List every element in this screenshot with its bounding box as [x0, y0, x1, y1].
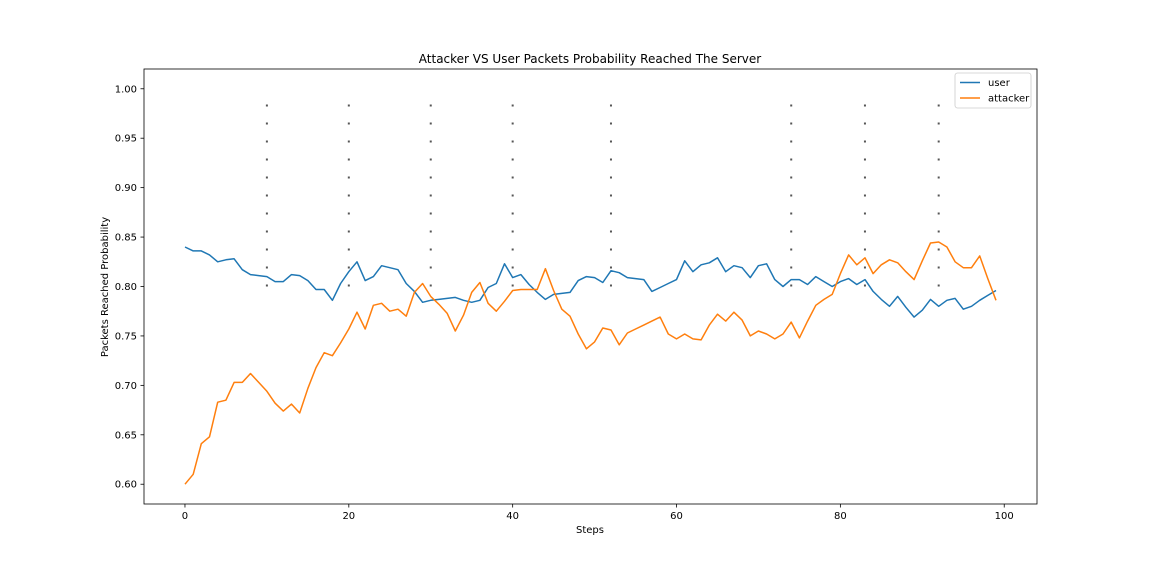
- y-tick-label: 0.90: [115, 183, 137, 194]
- series-layer: [184, 241, 997, 485]
- y-tick-label: 0.95: [115, 134, 137, 145]
- plot-background: [144, 69, 1037, 504]
- series-line-attacker: [184, 241, 997, 485]
- y-tick-label: 0.70: [115, 381, 137, 392]
- series-line-user: [184, 246, 997, 318]
- legend-label-attacker: attacker: [988, 94, 1030, 105]
- x-tick-label: 100: [995, 511, 1014, 522]
- x-tick-label: 20: [342, 511, 355, 522]
- y-tick-label: 0.60: [115, 480, 137, 491]
- x-tick-label: 60: [670, 511, 683, 522]
- chart-title: Attacker VS User Packets Probability Rea…: [419, 52, 761, 66]
- x-axis-label: Steps: [576, 525, 604, 536]
- legend: user attacker: [954, 72, 1032, 109]
- x-tick-label: 0: [182, 511, 188, 522]
- y-tick-label: 0.85: [115, 233, 137, 244]
- plot-area: [144, 69, 1037, 504]
- x-tick-label: 80: [834, 511, 847, 522]
- y-tick-label: 0.75: [115, 331, 137, 342]
- legend-label-user: user: [988, 78, 1011, 89]
- y-tick-label: 0.80: [115, 282, 137, 293]
- x-tick-label: 40: [506, 511, 519, 522]
- y-tick-label: 1.00: [115, 84, 137, 95]
- y-tick-label: 0.65: [115, 430, 137, 441]
- axes: 0 20 40 60 80 100 0.60 0.65 0.70 0.75 0.80 0.85 0.90…: [115, 68, 1038, 522]
- y-axis-label: Packets Reached Probability: [100, 217, 111, 357]
